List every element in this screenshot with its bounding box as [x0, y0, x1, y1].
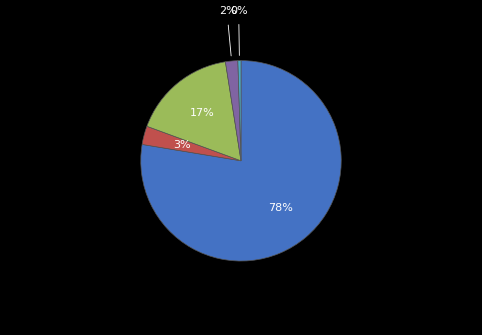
Wedge shape	[238, 61, 241, 161]
Text: 0%: 0%	[230, 6, 248, 16]
Wedge shape	[141, 61, 341, 261]
Text: 2%: 2%	[219, 6, 237, 16]
Text: 3%: 3%	[173, 140, 190, 150]
Text: 17%: 17%	[190, 109, 214, 118]
Wedge shape	[142, 126, 241, 161]
Text: 78%: 78%	[268, 203, 293, 213]
Wedge shape	[147, 62, 241, 161]
Wedge shape	[226, 61, 241, 161]
